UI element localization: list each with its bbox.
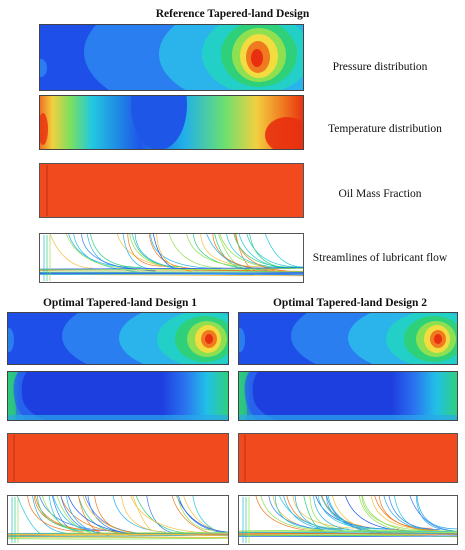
streamline	[272, 495, 344, 534]
reference-title: Reference Tapered-land Design	[155, 8, 310, 20]
temperature-label: Temperature distribution	[328, 123, 442, 135]
streamline	[68, 233, 140, 268]
streamline	[127, 233, 167, 267]
streamline	[278, 495, 349, 530]
oil-fraction-label: Oil Mass Fraction	[338, 188, 422, 200]
optimal2-oil-fraction	[238, 433, 458, 483]
streamline-frame	[39, 233, 304, 283]
streamline	[226, 233, 288, 268]
reference-pressure-contour	[39, 24, 304, 91]
optimal2-pressure-contour	[238, 312, 458, 365]
reference-oil-fraction	[39, 163, 304, 218]
streamline	[168, 233, 225, 269]
streamline	[282, 495, 337, 530]
streamline	[87, 495, 130, 534]
streamline-band	[39, 267, 304, 270]
streamline-band	[7, 537, 229, 540]
streamline-band	[39, 273, 304, 275]
streamline	[361, 495, 435, 531]
streamline	[49, 233, 93, 269]
streamline-frame	[7, 495, 229, 545]
streamline	[27, 495, 84, 533]
optimal1-oil-fraction	[7, 433, 229, 483]
streamline-band	[238, 533, 458, 535]
streamline-frame	[238, 495, 458, 545]
streamlines-label: Streamlines of lubricant flow	[312, 252, 448, 264]
optimal1-pressure-contour	[7, 312, 229, 365]
optimal2-streamlines	[238, 495, 458, 545]
streamline	[416, 495, 458, 530]
streamline-band	[238, 531, 458, 534]
streamline	[294, 495, 342, 531]
streamline	[176, 495, 215, 531]
streamline	[234, 233, 287, 272]
optimal2-temperature-contour	[238, 371, 458, 421]
optimal1-temperature-contour	[7, 371, 229, 421]
streamline	[378, 495, 440, 531]
streamline	[200, 233, 264, 267]
streamline-band	[7, 533, 229, 537]
streamline-band	[7, 534, 229, 537]
streamline	[38, 495, 116, 532]
optimal1-title: Optimal Tapered-land Design 1	[42, 297, 198, 309]
streamline	[89, 233, 142, 268]
streamline-band	[238, 535, 458, 537]
streamline	[303, 495, 328, 534]
streamline	[264, 233, 304, 268]
streamline	[274, 495, 323, 529]
streamline	[94, 495, 133, 533]
streamline	[37, 495, 94, 532]
streamline-band	[238, 532, 458, 535]
reference-streamlines	[39, 233, 304, 283]
streamline	[121, 495, 165, 533]
streamline	[130, 495, 208, 534]
streamline	[233, 233, 296, 268]
streamline	[65, 233, 133, 269]
optimal2-title: Optimal Tapered-land Design 2	[272, 297, 428, 309]
pressure-label: Pressure distribution	[332, 61, 428, 73]
streamline	[317, 495, 383, 530]
streamline	[175, 495, 229, 533]
streamline-band	[39, 268, 304, 271]
streamline	[77, 495, 117, 532]
optimal1-streamlines	[7, 495, 229, 545]
streamline	[388, 495, 440, 530]
streamline-band	[238, 529, 458, 532]
reference-temperature-contour	[39, 95, 304, 150]
streamline-band	[39, 272, 304, 275]
streamline	[60, 495, 100, 533]
streamline	[260, 495, 327, 531]
streamline	[325, 495, 395, 530]
